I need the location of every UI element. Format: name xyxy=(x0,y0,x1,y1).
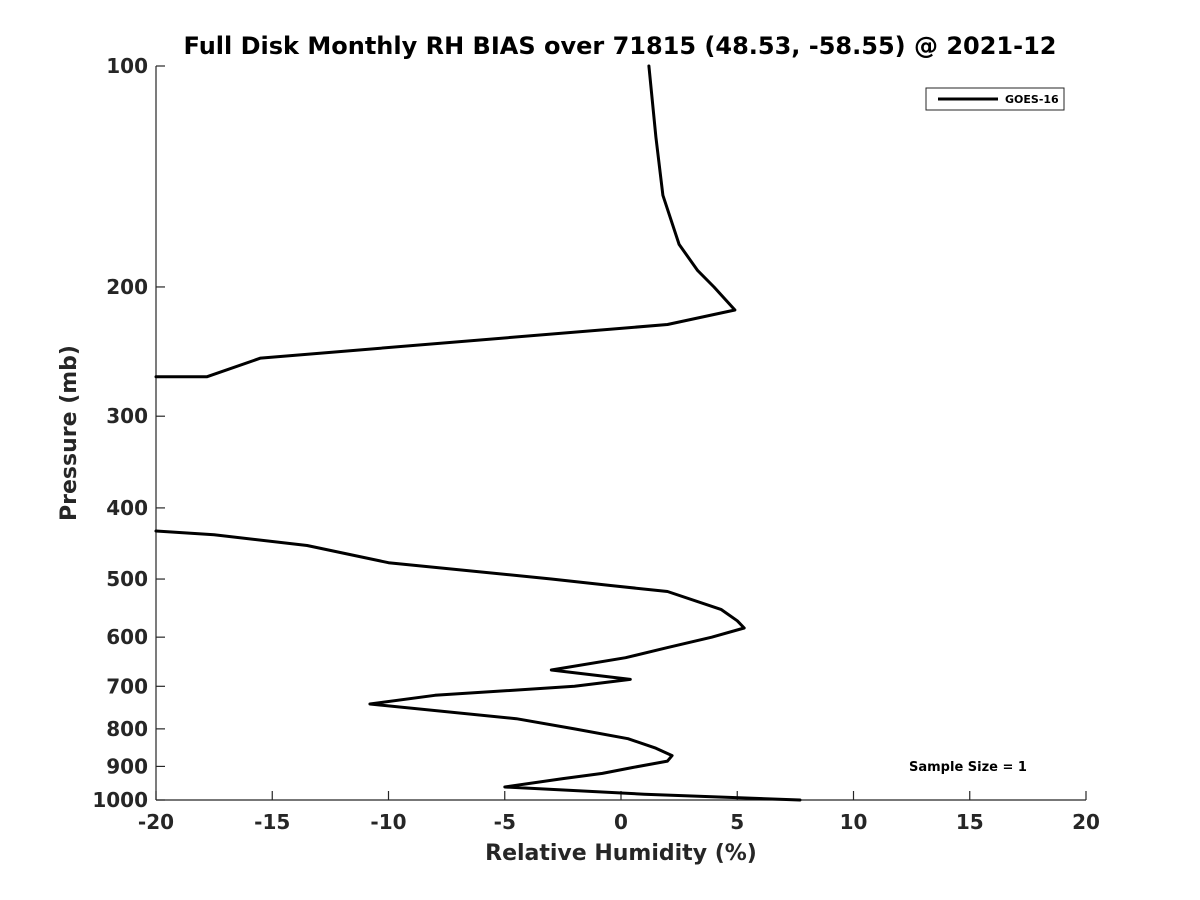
x-axis-label: Relative Humidity (%) xyxy=(485,841,757,866)
x-tick-label: -15 xyxy=(254,810,290,834)
legend: GOES-16 xyxy=(925,87,1065,111)
series-line-goes-16 xyxy=(154,64,737,379)
x-tick-label: -10 xyxy=(370,810,406,834)
x-tick-label: 20 xyxy=(1072,810,1100,834)
y-tick-label: 300 xyxy=(106,404,148,428)
y-tick-label: 400 xyxy=(106,496,148,520)
x-tick-label: 5 xyxy=(730,810,744,834)
axes xyxy=(155,66,1086,801)
y-tick-label: 600 xyxy=(106,625,148,649)
y-tick-label: 900 xyxy=(106,754,148,778)
x-tick-label: 15 xyxy=(956,810,984,834)
y-tick-label: 200 xyxy=(106,275,148,299)
y-tick-label: 500 xyxy=(106,567,148,591)
x-ticks: -20 -15 -10 -5 0 5 10 15 20 xyxy=(138,791,1100,834)
chart-title: Full Disk Monthly RH BIAS over 71815 (48… xyxy=(184,32,1057,60)
y-tick-label: 1000 xyxy=(92,788,148,812)
x-tick-label: 10 xyxy=(840,810,868,834)
y-ticks: 100 200 300 400 500 600 700 800 900 1000 xyxy=(92,54,165,812)
y-tick-label: 800 xyxy=(106,717,148,741)
sample-size-annotation: Sample Size = 1 xyxy=(909,760,1027,775)
x-tick-label: -5 xyxy=(494,810,516,834)
legend-label: GOES-16 xyxy=(1005,93,1059,106)
y-axis-label: Pressure (mb) xyxy=(57,345,82,521)
y-tick-label: 700 xyxy=(106,674,148,698)
x-tick-label: 0 xyxy=(614,810,628,834)
y-tick-label: 100 xyxy=(106,54,148,78)
x-tick-label: -20 xyxy=(138,810,174,834)
series-line-goes-16 xyxy=(154,529,802,802)
series-layer xyxy=(154,64,802,802)
